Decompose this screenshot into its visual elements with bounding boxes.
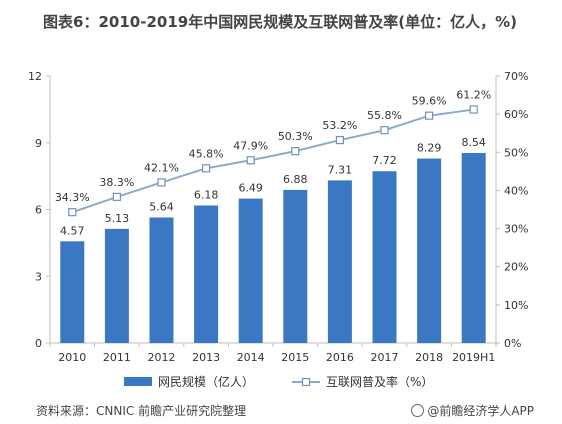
y-right-tick-label: 0% [504, 337, 521, 350]
y-right-tick-label: 20% [504, 261, 528, 274]
rate-value-label: 53.2% [322, 119, 357, 132]
bar-value-label: 6.18 [194, 188, 219, 201]
bar [194, 205, 219, 343]
bar-value-label: 5.64 [149, 201, 174, 214]
rate-point [202, 164, 211, 173]
account-credit: @前瞻经济学人APP [411, 402, 534, 419]
rate-value-label: 38.3% [99, 176, 134, 189]
bar [104, 228, 129, 343]
rate-point [425, 111, 434, 120]
x-tick-label: 2011 [103, 351, 131, 364]
account-name: @前瞻经济学人APP [427, 404, 534, 418]
source-note: 资料来源：CNNIC 前瞻产业研究院整理 [36, 404, 247, 418]
rate-value-label: 47.9% [233, 139, 268, 152]
rate-point [68, 208, 77, 217]
y-left-tick-label: 0 [35, 337, 42, 350]
bar-value-label: 8.29 [417, 142, 442, 155]
x-tick-label: 2018 [415, 351, 443, 364]
x-tick-label: 2013 [192, 351, 220, 364]
y-right-tick-label: 70% [504, 70, 528, 83]
y-right-tick-label: 50% [504, 146, 528, 159]
x-tick-label: 2014 [237, 351, 265, 364]
y-right-tick-label: 10% [504, 299, 528, 312]
bar [461, 152, 486, 343]
y-right-tick-label: 40% [504, 184, 528, 197]
rate-value-label: 45.8% [189, 147, 224, 160]
bar [238, 198, 263, 343]
legend-line-label: 互联网普及率（%） [326, 374, 433, 389]
bar [283, 189, 308, 343]
rate-point [112, 192, 122, 202]
y-right-tick-label: 60% [504, 108, 528, 121]
rate-value-label: 59.6% [412, 95, 447, 108]
rate-point [291, 147, 300, 156]
bar-value-label: 4.57 [60, 224, 85, 237]
bar-value-label: 5.13 [105, 212, 130, 225]
rate-point [335, 135, 344, 145]
bar-value-label: 7.31 [328, 163, 353, 176]
legend-line-marker [301, 377, 311, 387]
bar [149, 217, 174, 343]
y-left-tick-label: 9 [35, 137, 42, 150]
rate-value-label: 42.1% [144, 161, 179, 174]
rate-line [71, 108, 474, 214]
y-left-tick-label: 3 [35, 270, 42, 283]
rate-point [246, 156, 255, 165]
bar [417, 158, 442, 343]
legend-bar-swatch [124, 377, 152, 386]
x-tick-label: 2016 [326, 351, 354, 364]
rate-value-label: 61.2% [456, 89, 491, 102]
y-left-tick-label: 12 [28, 70, 42, 83]
rate-point [157, 178, 166, 187]
legend-bar-label: 网民规模（亿人） [158, 374, 254, 389]
bar-value-label: 6.49 [238, 182, 263, 195]
rate-point [469, 105, 478, 114]
wechat-icon [411, 404, 425, 417]
y-left-tick-label: 6 [35, 204, 42, 217]
x-tick-label: 2019H1 [452, 351, 495, 364]
bar-value-label: 8.54 [461, 136, 486, 149]
bar-value-label: 7.72 [372, 154, 397, 167]
rate-value-label: 50.3% [278, 130, 313, 143]
x-tick-label: 2010 [58, 351, 86, 364]
bar [372, 171, 397, 343]
x-tick-label: 2012 [148, 351, 176, 364]
x-tick-label: 2017 [371, 351, 399, 364]
rate-value-label: 55.8% [367, 109, 402, 122]
rate-point [380, 126, 389, 135]
bar [60, 241, 85, 343]
x-tick-label: 2015 [281, 351, 309, 364]
bar [327, 180, 352, 343]
y-right-tick-label: 30% [504, 223, 528, 236]
bar-value-label: 6.88 [283, 173, 308, 186]
chart-title: 图表6：2010-2019年中国网民规模及互联网普及率(单位：亿人，%) [43, 13, 517, 31]
rate-value-label: 34.3% [55, 191, 90, 204]
